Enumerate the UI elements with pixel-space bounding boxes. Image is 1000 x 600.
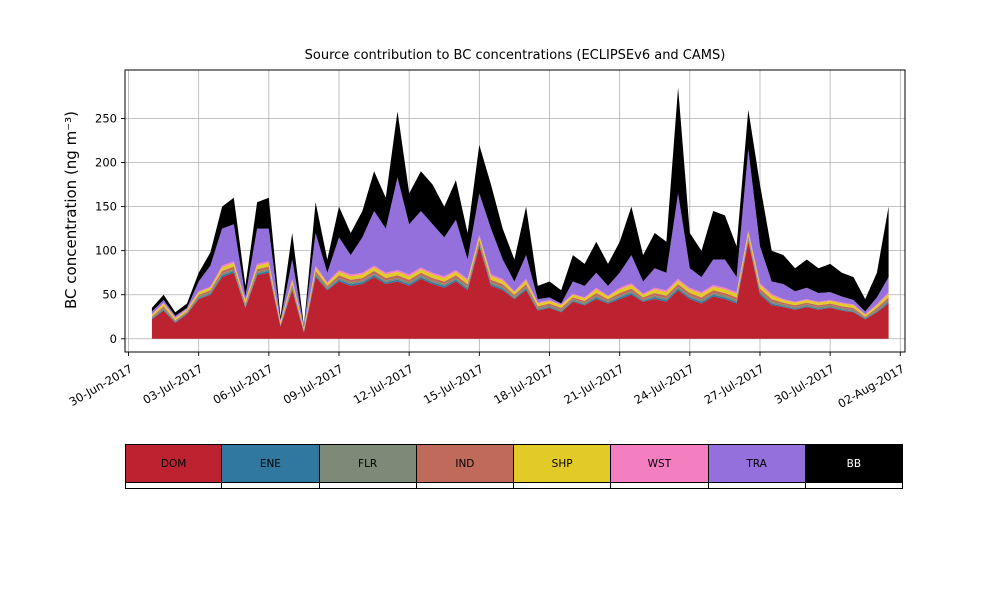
legend-strip [513, 483, 612, 489]
legend-label: TRA [746, 457, 767, 470]
legend-strip [221, 483, 320, 489]
ytick-label: 50 [102, 288, 117, 302]
xtick-label: 12-Jul-2017 [351, 361, 416, 406]
xtick-label: 02-Aug-2017 [835, 361, 906, 410]
chart-title: Source contribution to BC concentrations… [304, 48, 726, 63]
legend-swatch-dom: DOM [125, 444, 223, 483]
legend-swatch-ene: ENE [221, 444, 320, 483]
legend-item-flr: FLR [318, 444, 417, 489]
xtick-label: 06-Jul-2017 [211, 361, 276, 406]
legend-item-dom: DOM [125, 444, 223, 489]
xtick-label: 30-Jul-2017 [772, 361, 837, 406]
legend-strip [707, 483, 806, 489]
legend-strip [804, 483, 903, 489]
legend-label: SHP [551, 457, 573, 470]
xtick-label: 03-Jul-2017 [140, 361, 205, 406]
legend-swatch-flr: FLR [318, 444, 417, 483]
xtick-label: 27-Jul-2017 [702, 361, 767, 406]
legend-item-tra: TRA [707, 444, 806, 489]
ytick-label: 100 [95, 244, 117, 258]
xtick-label: 30-Jun-2017 [67, 361, 135, 409]
legend-swatch-bb: BB [804, 444, 903, 483]
xtick-label: 18-Jul-2017 [491, 361, 556, 406]
xtick-label: 21-Jul-2017 [561, 361, 626, 406]
ytick-label: 200 [95, 156, 117, 170]
area-tra [151, 149, 889, 328]
ytick-label: 150 [95, 200, 117, 214]
legend-label: IND [455, 457, 475, 470]
xtick-label: 09-Jul-2017 [281, 361, 346, 406]
legend-item-ind: IND [415, 444, 514, 489]
legend-label: BB [846, 457, 862, 470]
legend-swatch-ind: IND [415, 444, 514, 483]
legend-strip [415, 483, 514, 489]
legend-item-wst: WST [610, 444, 709, 489]
xtick-label: 15-Jul-2017 [421, 361, 486, 406]
legend-item-bb: BB [804, 444, 903, 489]
legend-swatch-wst: WST [610, 444, 709, 483]
area-dom [151, 241, 889, 339]
area-bb [151, 87, 889, 328]
xtick-label: 24-Jul-2017 [632, 361, 697, 406]
legend-label: ENE [259, 457, 281, 470]
legend-label: DOM [160, 457, 187, 470]
ytick-label: 250 [95, 111, 117, 125]
legend-strip [318, 483, 417, 489]
plot-border [124, 69, 906, 353]
legend-label: WST [647, 457, 672, 470]
legend-item-shp: SHP [513, 444, 612, 489]
legend-swatch-tra: TRA [707, 444, 806, 483]
legend-strip [125, 483, 223, 489]
legend-strip [610, 483, 709, 489]
legend: DOM ENE FLR IND SHP WST TRA BB [125, 444, 903, 489]
legend-swatch-shp: SHP [513, 444, 612, 483]
legend-label: FLR [358, 457, 378, 470]
ytick-label: 0 [110, 332, 117, 346]
legend-item-ene: ENE [221, 444, 320, 489]
